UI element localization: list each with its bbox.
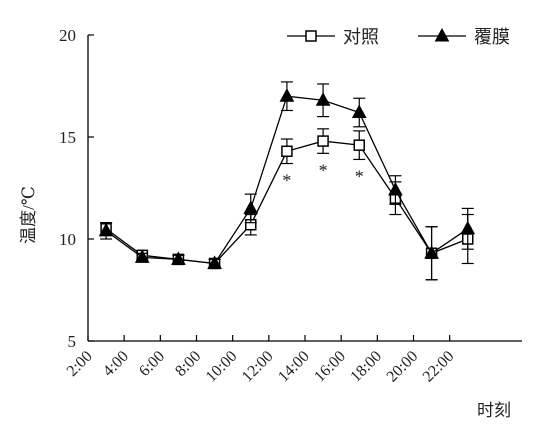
x-tick-label: 12:00 xyxy=(239,348,277,386)
data-point-triangle xyxy=(434,27,450,42)
significance-marker: * xyxy=(282,171,291,191)
significance-marker: * xyxy=(319,160,328,180)
data-point-triangle xyxy=(279,88,295,102)
x-tick-label: 10:00 xyxy=(203,348,241,386)
y-tick-label: 20 xyxy=(59,26,76,45)
data-point-triangle xyxy=(460,220,476,235)
x-tick-label: 6:00 xyxy=(136,348,168,380)
y-tick-label: 10 xyxy=(59,230,76,249)
data-point-triangle xyxy=(171,251,186,265)
y-tick-label: 5 xyxy=(68,332,77,351)
significance-marker: * xyxy=(355,166,364,186)
x-tick-label: 8:00 xyxy=(172,348,204,380)
x-tick-label: 20:00 xyxy=(384,348,422,386)
data-point-square xyxy=(317,135,329,147)
axes: 5 10 15 20 2:00 4:00 6:00 8:0010:0012:0014:0016… xyxy=(59,26,522,386)
data-point-triangle xyxy=(351,104,367,119)
data-point-triangle xyxy=(388,181,403,196)
series-control xyxy=(100,128,474,281)
data-point-triangle xyxy=(424,245,439,259)
x-tick-label: 14:00 xyxy=(275,348,313,386)
data-point-square xyxy=(305,30,317,42)
data-point-square xyxy=(353,139,365,151)
x-tick-label: 16:00 xyxy=(311,348,349,386)
legend-label: 覆膜 xyxy=(474,27,510,47)
x-tick-label: 4:00 xyxy=(100,348,132,380)
x-tick-label: 22:00 xyxy=(420,348,458,386)
data-point-triangle xyxy=(207,255,222,269)
legend-label: 对照 xyxy=(343,27,379,47)
y-tick-label: 15 xyxy=(59,128,76,147)
x-axis-title: 时刻 xyxy=(477,401,511,420)
legend: 对照 覆膜 xyxy=(287,27,510,47)
data-point-triangle xyxy=(134,249,150,263)
x-tick-label: 18:00 xyxy=(347,348,385,386)
data-point-triangle xyxy=(243,200,259,214)
data-point-square xyxy=(281,145,293,158)
series-film-mulch xyxy=(98,81,476,281)
y-axis-title: 温度/℃ xyxy=(19,186,38,244)
data-point-triangle xyxy=(315,92,331,106)
data-point-triangle xyxy=(98,222,114,237)
x-tick-label: 2:00 xyxy=(64,348,96,380)
series-layer: * * * xyxy=(98,81,476,281)
